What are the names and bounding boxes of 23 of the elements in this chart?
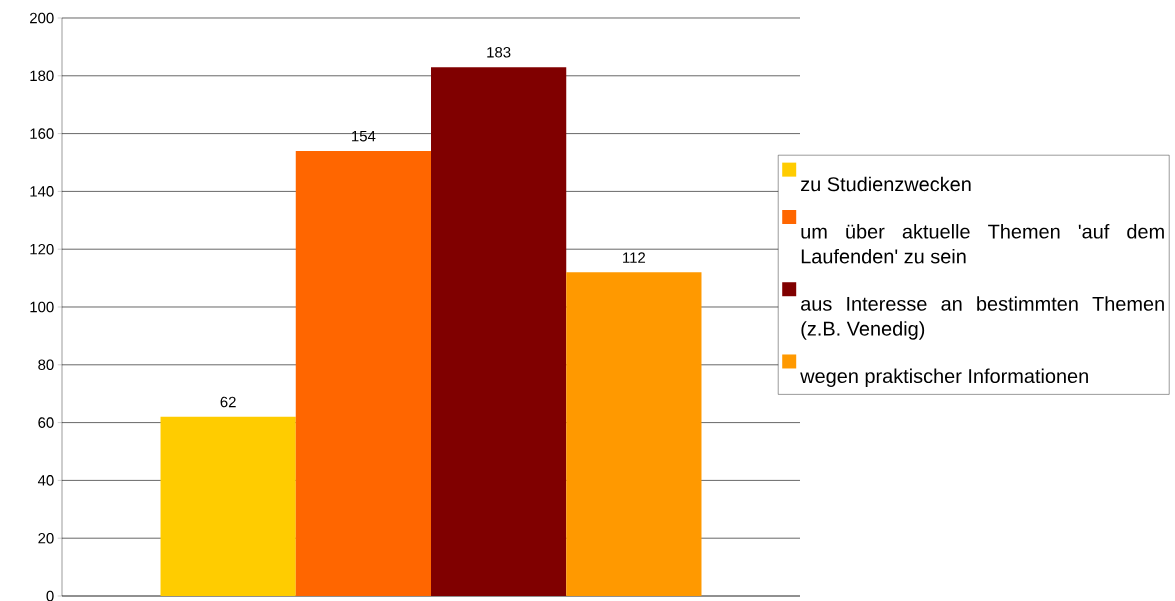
bar — [431, 67, 567, 596]
y-tick-label: 160 — [30, 128, 54, 139]
legend-label: aus Interesse an bestimmten Themen (z.B. Venedig) — [801, 296, 1164, 340]
legend-label: um über aktuelle Themen 'auf dem Laufenden' zu sein — [801, 223, 1164, 264]
y-tick-label: 140 — [30, 186, 54, 197]
y-tick-label: 100 — [30, 301, 54, 313]
bar — [566, 272, 702, 596]
y-tick-label: 120 — [30, 243, 54, 255]
data-label: 112 — [623, 252, 646, 263]
data-label: 154 — [352, 130, 376, 142]
y-tick-label: 80 — [38, 359, 54, 371]
y-tick-label: 60 — [38, 417, 54, 428]
y-tick-label: 0 — [46, 590, 54, 601]
data-label: 183 — [487, 47, 511, 58]
bar — [295, 150, 431, 596]
legend-label: wegen praktischer Informationen — [800, 368, 1088, 388]
y-tick-label: 180 — [30, 70, 54, 82]
bar — [160, 416, 296, 596]
y-tick-label: 20 — [38, 532, 54, 544]
legend-label: zu Studienzwecken — [801, 176, 971, 192]
y-tick-label: 40 — [37, 475, 54, 486]
data-label: 62 — [220, 396, 236, 408]
y-tick-label: 200 — [30, 12, 54, 24]
